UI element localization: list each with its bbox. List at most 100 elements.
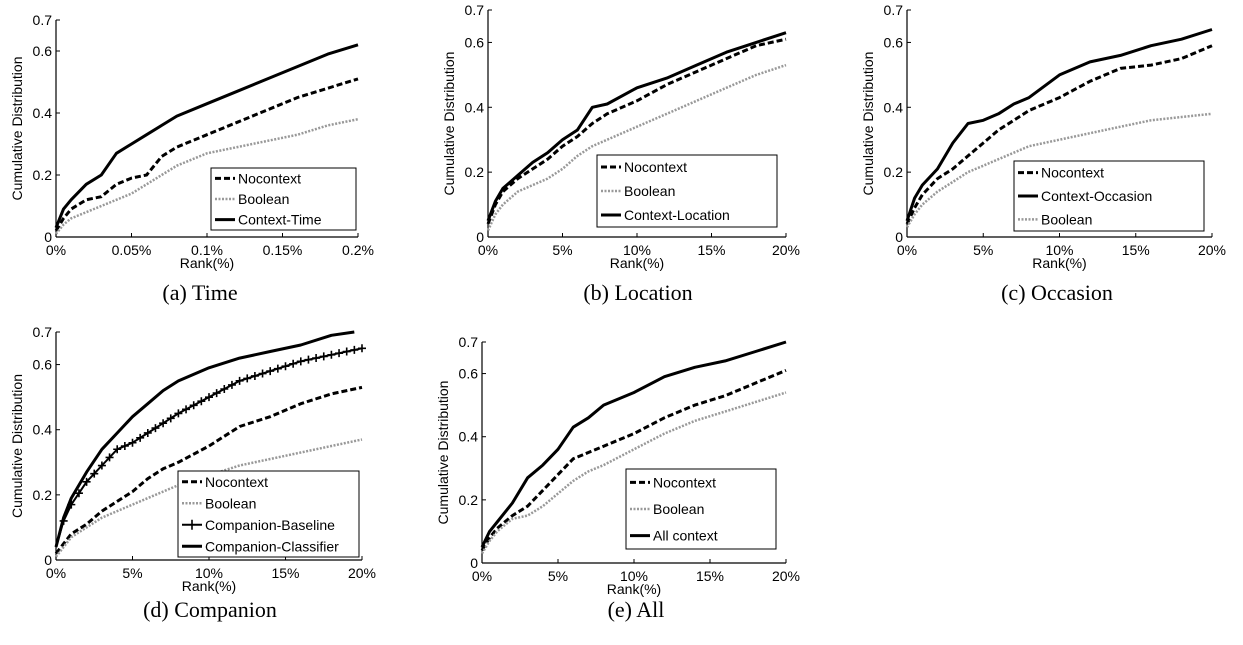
y-tick-label: 0.7 (465, 2, 485, 18)
y-tick-label: 0.6 (33, 357, 53, 373)
y-tick-label: 0.6 (884, 34, 904, 50)
y-tick-label: 0.2 (465, 164, 485, 180)
plus-marker (358, 344, 366, 353)
legend-entry: Nocontext (653, 474, 716, 490)
x-tick-label: 20% (348, 565, 376, 581)
panel-caption: (a) Time (162, 280, 237, 305)
y-tick-label: 0.4 (884, 99, 904, 115)
x-tick-label: 5% (122, 565, 142, 581)
plus-marker (296, 357, 305, 366)
x-tick-label: 15% (697, 242, 725, 258)
y-tick-label: 0 (44, 552, 52, 568)
panel-caption: (c) Occasion (1001, 280, 1113, 305)
legend-entry: Context-Time (238, 212, 322, 228)
y-tick-label: 0 (895, 229, 903, 245)
legend-box (1013, 160, 1205, 232)
legend-entry: Nocontext (205, 474, 268, 490)
series-line-companion-classifier (54, 330, 355, 548)
series-line-boolean (55, 117, 359, 235)
legend: Nocontext Boolean All context (625, 468, 777, 550)
plus-marker (342, 347, 351, 356)
plus-marker (97, 461, 106, 470)
x-axis-label: Rank(%) (180, 255, 234, 271)
legend: Nocontext Context-Occasion Boolean (1013, 160, 1205, 232)
legend: Nocontext Boolean Companion-Baseline Compan… (177, 470, 360, 558)
series-line-boolean (905, 112, 1213, 228)
x-axis-label: Rank(%) (610, 255, 664, 271)
series-line-nocontext (486, 37, 787, 225)
x-axis-label: Rank(%) (1032, 255, 1086, 271)
y-tick-label: 0 (470, 555, 478, 571)
y-tick-label: 0.4 (33, 422, 53, 438)
plus-marker (136, 433, 145, 442)
chart-panel-4: 0% 5% 10% 15% 20% 0 0.2 0.4 0.6 0.7 Rank(%) Cumulat… (9, 324, 376, 622)
chart-panel-5: 0% 5% 10% 15% 20% 0 0.2 0.4 0.6 0.7 Rank(%) Cumulat… (435, 334, 800, 622)
x-axis-label: Rank(%) (182, 578, 236, 594)
y-tick-label: 0.7 (884, 2, 904, 18)
x-tick-label: 0.1% (191, 242, 223, 258)
chart-panel-2: 0% 5% 10% 15% 20% 0 0.2 0.4 0.6 0.7 Rank(%) Cumulat… (441, 2, 800, 305)
plus-marker (159, 419, 168, 428)
plus-marker (182, 405, 191, 414)
plus-marker (220, 385, 229, 393)
plus-marker (189, 401, 198, 410)
y-tick-label: 0.2 (459, 492, 479, 508)
legend-box (625, 468, 777, 550)
plus-marker (205, 393, 213, 402)
plus-marker (243, 374, 252, 383)
plus-marker (105, 453, 114, 462)
legend-box (210, 167, 357, 231)
x-tick-label: 0% (46, 242, 66, 258)
plus-marker (113, 445, 122, 454)
x-axis-label: Rank(%) (607, 581, 661, 597)
legend-entry: Boolean (1041, 211, 1092, 227)
legend-entry: Companion-Baseline (205, 517, 335, 533)
x-tick-label: 0% (478, 242, 498, 258)
x-tick-label: 0.15% (263, 242, 303, 258)
legend-box (596, 154, 778, 228)
y-tick-label: 0.4 (459, 429, 479, 445)
legend-entry: Nocontext (624, 159, 687, 175)
plus-marker (281, 362, 290, 371)
y-axis-label: Cumulative Distribution (860, 52, 876, 196)
plus-marker (74, 489, 83, 498)
x-tick-label: 20% (1198, 242, 1226, 258)
plus-marker (350, 345, 359, 354)
plus-marker (273, 364, 282, 373)
plus-marker (120, 442, 129, 450)
legend-entry: Boolean (653, 501, 704, 517)
x-tick-label: 10% (620, 568, 648, 584)
plus-marker (197, 397, 206, 406)
y-tick-label: 0.2 (884, 164, 904, 180)
x-tick-label: 15% (696, 568, 724, 584)
legend-entry: Nocontext (238, 170, 301, 186)
plus-marker (174, 409, 183, 418)
series-line-all-context (480, 340, 787, 548)
plus-marker (250, 371, 259, 380)
plus-marker (82, 477, 91, 486)
plus-marker (312, 354, 321, 363)
y-tick-label: 0 (476, 229, 484, 245)
series-line-boolean (55, 438, 363, 558)
plus-marker (335, 349, 344, 358)
y-axis-label: Cumulative Distribution (441, 52, 457, 196)
series-line-context-time (54, 43, 359, 229)
plus-marker (266, 367, 275, 376)
x-tick-label: 20% (772, 568, 800, 584)
y-axis-label: Cumulative Distribution (9, 57, 25, 201)
x-tick-label: 5% (548, 568, 568, 584)
y-tick-label: 0.6 (33, 43, 53, 59)
x-tick-label: 15% (271, 565, 299, 581)
x-tick-label: 0.05% (112, 242, 152, 258)
plus-marker (327, 350, 336, 359)
legend-entry: Nocontext (1041, 165, 1104, 181)
y-tick-label: 0.7 (33, 324, 53, 340)
y-tick-label: 0.2 (33, 167, 53, 183)
x-tick-label: 5% (973, 242, 993, 258)
plus-marker (166, 414, 175, 423)
plus-marker (143, 428, 152, 437)
y-axis-label: Cumulative Distribution (435, 381, 451, 525)
plus-marker (151, 424, 160, 433)
legend: Nocontext Boolean Context-Time (210, 167, 357, 231)
